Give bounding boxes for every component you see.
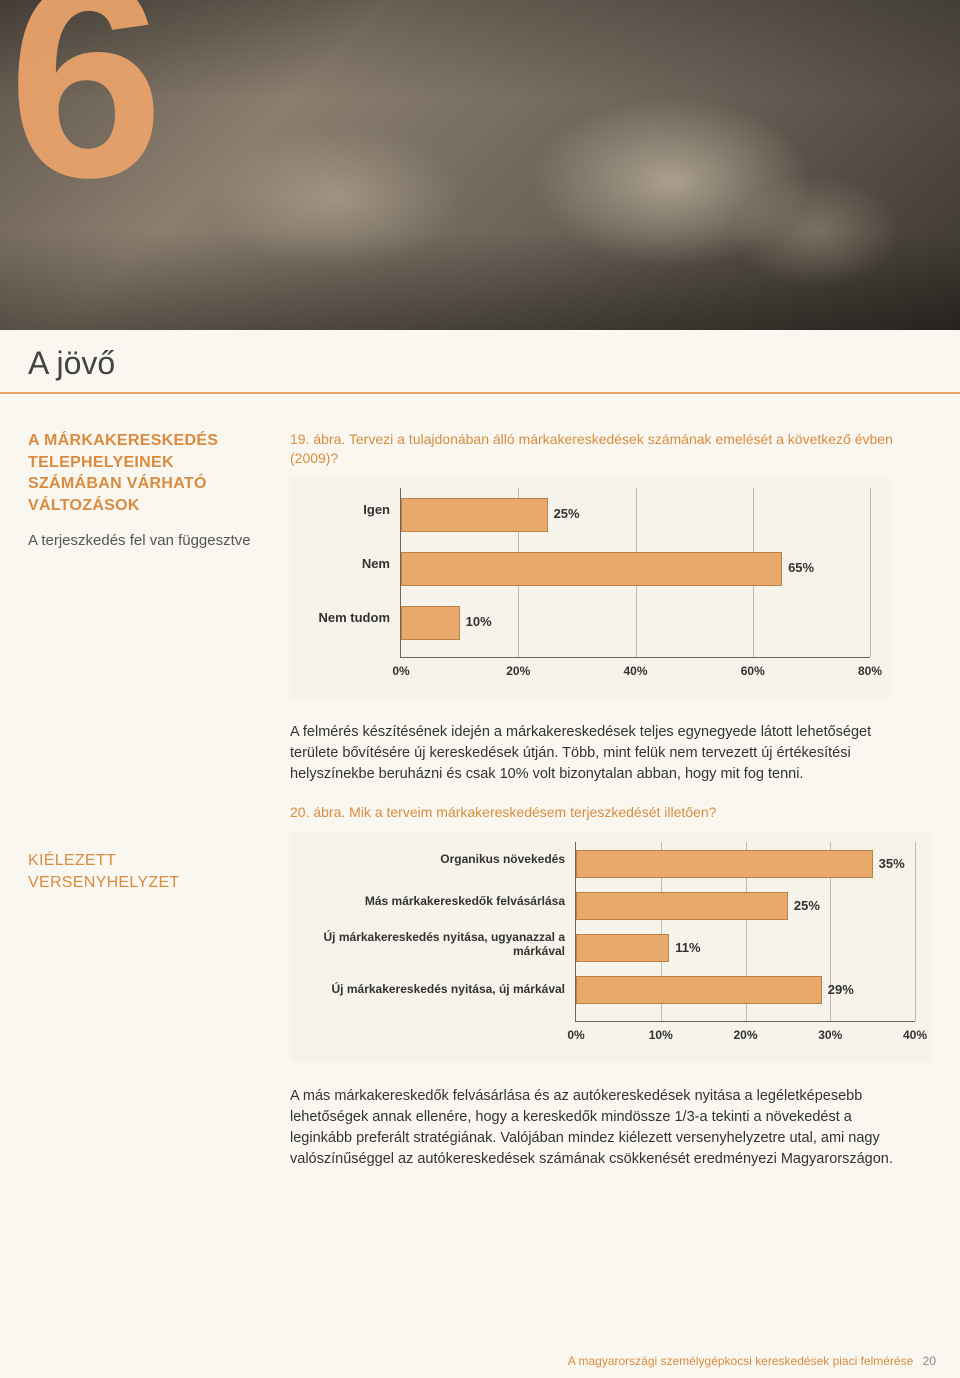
paragraph-2: A más márkakereskedők felvásárlása és az… (290, 1086, 910, 1170)
chart1-caption: 19. ábra. Tervezi a tulajdonában álló má… (290, 430, 930, 468)
chart2-val-3: 29% (828, 982, 854, 997)
chart1-cat-0: Igen (290, 502, 390, 517)
left-heading-2: KIÉLEZETT VERSENYHELYZET (28, 850, 258, 893)
chart2-bar-1 (576, 892, 788, 920)
chart-2: Organikus növekedés Más márkakereskedők … (290, 832, 930, 1062)
chart1-bar-2 (401, 606, 460, 640)
chart1-grid (870, 488, 871, 657)
footer: A magyarországi személygépkocsi keresked… (568, 1354, 936, 1368)
left-subheading: A terjeszkedés fel van függesztve (28, 530, 258, 551)
chart1-cat-1: Nem (290, 556, 390, 571)
chart1-bar-0 (401, 498, 548, 532)
chart1-val-1: 65% (788, 560, 814, 575)
chart1-xtick: 20% (506, 664, 530, 678)
chart2-val-1: 25% (794, 898, 820, 913)
footer-text: A magyarországi személygépkocsi keresked… (568, 1354, 914, 1368)
chart1-val-0: 25% (554, 506, 580, 521)
paragraph-1: A felmérés készítésének idején a márkake… (290, 722, 910, 785)
chart2-cat-3: Új márkakereskedés nyitása, új márkával (290, 982, 565, 996)
chart2-xtick: 10% (649, 1028, 673, 1042)
chart2-bar-0 (576, 850, 873, 878)
chart2-caption: 20. ábra. Mik a terveim márkakereskedése… (290, 803, 930, 822)
chart2-cat-0: Organikus növekedés (290, 852, 565, 866)
chart2-bar-3 (576, 976, 822, 1004)
section-title: A jövő (28, 345, 115, 382)
chart1-cat-2: Nem tudom (290, 610, 390, 625)
divider (0, 392, 960, 394)
page-number: 20 (923, 1354, 936, 1368)
chapter-number: 6 (8, 0, 164, 220)
right-column: 19. ábra. Tervezi a tulajdonában álló má… (290, 430, 930, 1170)
chart1-xtick: 60% (741, 664, 765, 678)
left-heading: A MÁRKAKERESKEDÉS TELEPHELYEINEK SZÁMÁBA… (28, 430, 258, 516)
chart2-cat-1: Más márkakereskedők felvásárlása (290, 894, 565, 908)
chart1-plot: 25% 65% 10% 0% 20% 40% 60% 80% (400, 488, 870, 658)
chart1-bar-1 (401, 552, 782, 586)
left-column: A MÁRKAKERESKEDÉS TELEPHELYEINEK SZÁMÁBA… (28, 430, 258, 551)
chart2-xtick: 0% (567, 1028, 584, 1042)
chart2-xtick: 30% (818, 1028, 842, 1042)
chart1-xtick: 40% (623, 664, 647, 678)
chart-1: Igen Nem Nem tudom 25% 65% 10% 0% 20% 40… (290, 478, 890, 698)
chart2-grid (915, 842, 916, 1021)
chart2-xtick: 20% (733, 1028, 757, 1042)
chart1-val-2: 10% (466, 614, 492, 629)
chart2-val-2: 11% (675, 940, 700, 955)
chart2-xtick: 40% (903, 1028, 927, 1042)
chart1-xtick: 80% (858, 664, 882, 678)
chart2-cat-2: Új márkakereskedés nyitása, ugyanazzal a… (290, 930, 565, 958)
chart2-plot: 35% 25% 11% 29% 0% 10% 20% 30% 40% (575, 842, 915, 1022)
chart1-xtick: 0% (392, 664, 409, 678)
chart2-val-0: 35% (879, 856, 905, 871)
chart2-bar-2 (576, 934, 669, 962)
